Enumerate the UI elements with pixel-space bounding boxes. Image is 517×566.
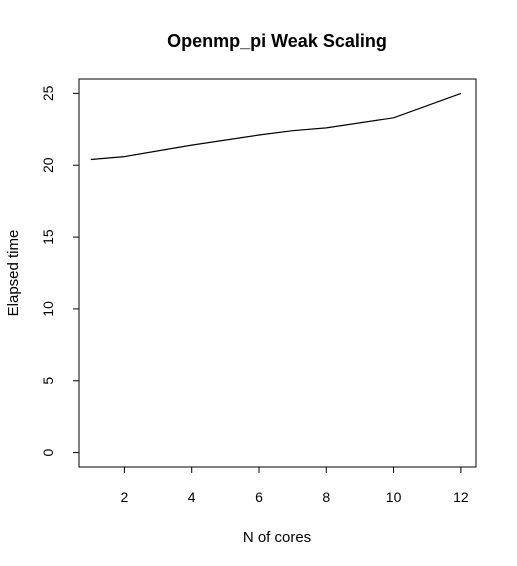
y-tick-label: 5 <box>40 377 56 385</box>
y-axis: 0 5 10 15 20 25 <box>40 85 79 457</box>
y-tick-label: 25 <box>40 85 56 101</box>
x-tick-label: 6 <box>255 489 263 505</box>
y-tick-label: 0 <box>40 449 56 457</box>
series-line <box>90 92 462 161</box>
x-axis: 2 4 6 8 10 12 <box>121 467 469 505</box>
chart-title: Openmp_pi Weak Scaling <box>167 31 387 51</box>
x-tick-label: 2 <box>121 489 129 505</box>
y-axis-label: Elapsed time <box>5 230 22 317</box>
x-axis-label: N of cores <box>243 529 311 546</box>
x-tick-label: 8 <box>322 489 330 505</box>
y-tick-label: 10 <box>40 301 56 317</box>
y-tick-label: 15 <box>40 229 56 245</box>
x-tick-label: 12 <box>453 489 469 505</box>
y-tick-label: 20 <box>40 157 56 173</box>
series-group <box>90 92 462 161</box>
x-tick-label: 10 <box>386 489 402 505</box>
x-tick-label: 4 <box>188 489 196 505</box>
plot-frame <box>78 78 477 468</box>
